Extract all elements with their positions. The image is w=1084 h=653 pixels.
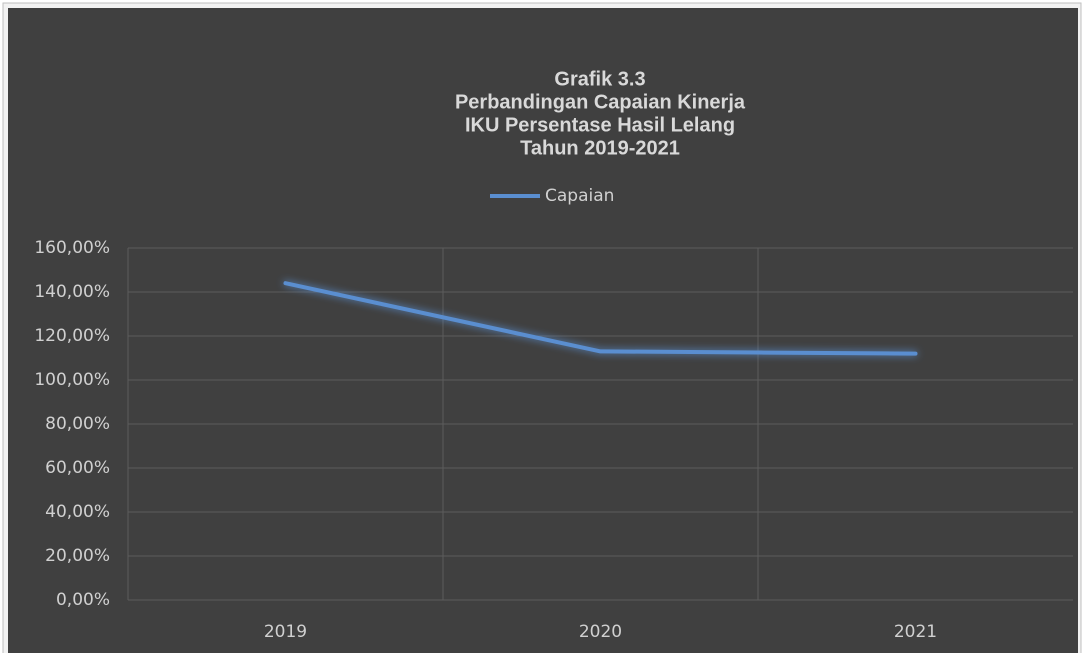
y-tick-label: 140,00%	[34, 282, 110, 302]
y-tick-label: 60,00%	[45, 458, 110, 478]
x-tick-label: 2019	[264, 622, 307, 642]
data-line	[283, 281, 918, 356]
x-tick-label: 2020	[579, 622, 622, 642]
x-tick-label: 2021	[894, 622, 937, 642]
chart-title: Tahun 2019-2021	[520, 137, 680, 159]
y-tick-label: 120,00%	[34, 326, 110, 346]
chart-title: IKU Persentase Hasil Lelang	[465, 114, 735, 136]
y-tick-label: 40,00%	[45, 502, 110, 522]
chart-title: Grafik 3.3	[554, 68, 645, 90]
y-tick-label: 0,00%	[56, 590, 110, 610]
legend-label: Capaian	[545, 186, 614, 206]
y-tick-label: 160,00%	[34, 238, 110, 258]
chart-title: Perbandingan Capaian Kinerja	[455, 91, 746, 113]
y-tick-label: 20,00%	[45, 546, 110, 566]
chart-area	[8, 8, 1078, 653]
y-tick-label: 80,00%	[45, 414, 110, 434]
y-tick-label: 100,00%	[34, 370, 110, 390]
